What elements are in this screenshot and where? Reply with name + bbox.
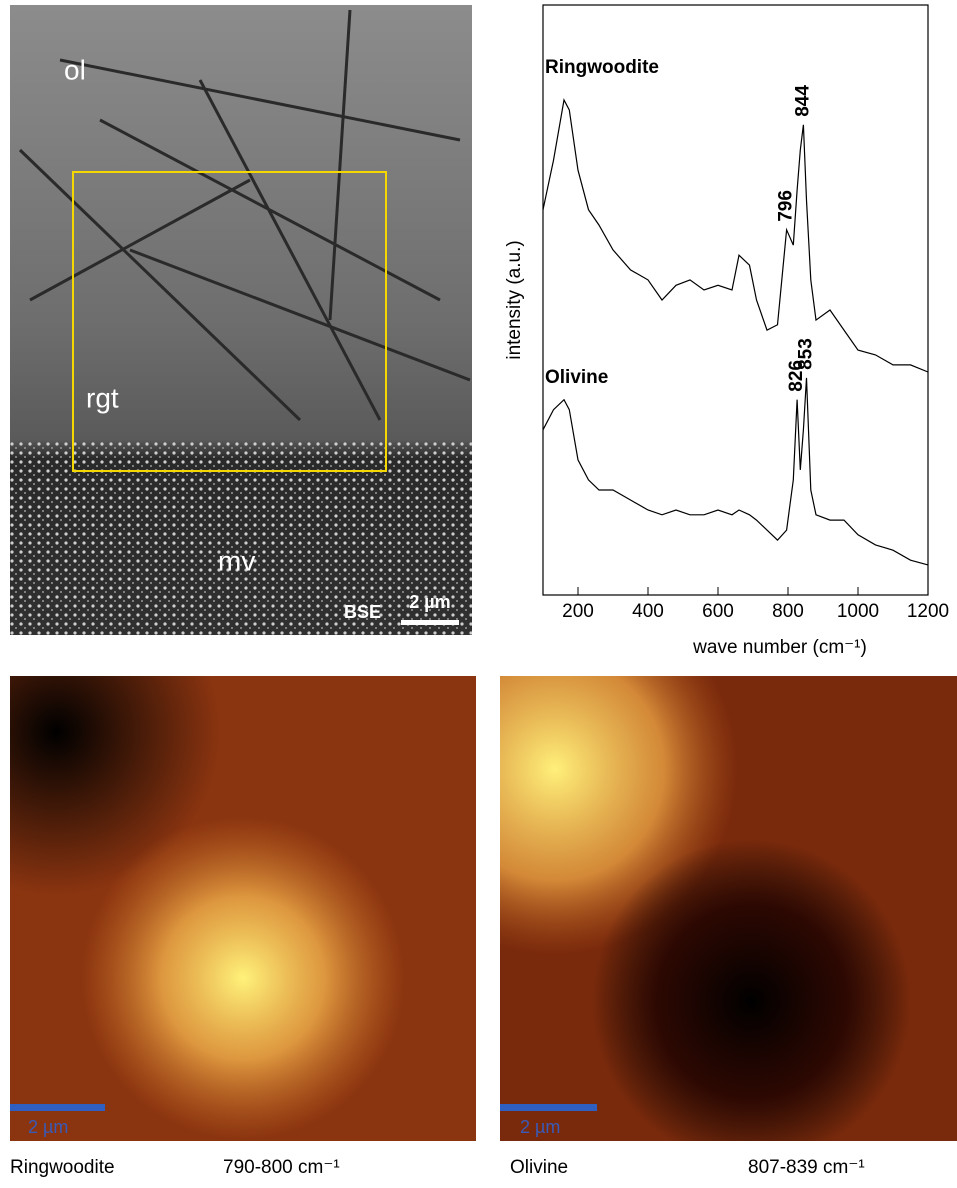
scale-label: 2 µm <box>520 1117 560 1137</box>
series-label: Ringwoodite <box>545 57 659 78</box>
map-range: 790-800 cm⁻¹ <box>223 1157 340 1178</box>
figure: ol rgt mv BSE 2 µm wave number (cm⁻¹) in… <box>0 0 957 1188</box>
label-ol: ol <box>64 54 86 85</box>
map-left: 2 µm Ringwoodite 790-800 cm⁻¹ <box>10 676 476 1178</box>
scale-bar <box>500 1104 597 1111</box>
map-right: 2 µm Olivine 807-839 cm⁻¹ <box>500 676 957 1178</box>
map-caption: Olivine <box>510 1157 568 1178</box>
page: ol rgt mv BSE 2 µm wave number (cm⁻¹) in… <box>0 0 957 1188</box>
x-tick-label: 600 <box>702 601 734 622</box>
y-axis-label: intensity (a.u.) <box>504 240 525 359</box>
peak-label: 853 <box>796 338 817 370</box>
x-tick-label: 1200 <box>907 601 949 622</box>
map-shade <box>500 676 957 1141</box>
peak-label: 844 <box>792 85 813 117</box>
peak-label: 796 <box>776 190 797 222</box>
scale-bar <box>10 1104 105 1111</box>
label-rgt: rgt <box>86 382 119 413</box>
map-range: 807-839 cm⁻¹ <box>748 1157 865 1178</box>
map-caption: Ringwoodite <box>10 1157 115 1178</box>
scale-label: 2 µm <box>409 592 450 612</box>
map-shade <box>10 676 476 1141</box>
scale-label: 2 µm <box>28 1117 68 1137</box>
bse-panel: ol rgt mv BSE 2 µm <box>10 5 472 635</box>
spectrum-line <box>543 100 928 372</box>
spectrum-chart: wave number (cm⁻¹) intensity (a.u.) 200 4… <box>504 5 949 658</box>
x-axis-label: wave number (cm⁻¹) <box>692 637 867 658</box>
series-label: Olivine <box>545 367 608 388</box>
x-tick-label: 1000 <box>837 601 879 622</box>
x-tick-label: 800 <box>772 601 804 622</box>
spectrum-line <box>543 378 928 565</box>
label-bse: BSE <box>344 602 381 622</box>
scale-bar <box>401 620 459 625</box>
x-tick-label: 400 <box>632 601 664 622</box>
bse-texture <box>10 440 472 635</box>
plot-frame <box>543 5 928 595</box>
label-mv: mv <box>218 545 255 576</box>
x-tick-label: 200 <box>562 601 594 622</box>
